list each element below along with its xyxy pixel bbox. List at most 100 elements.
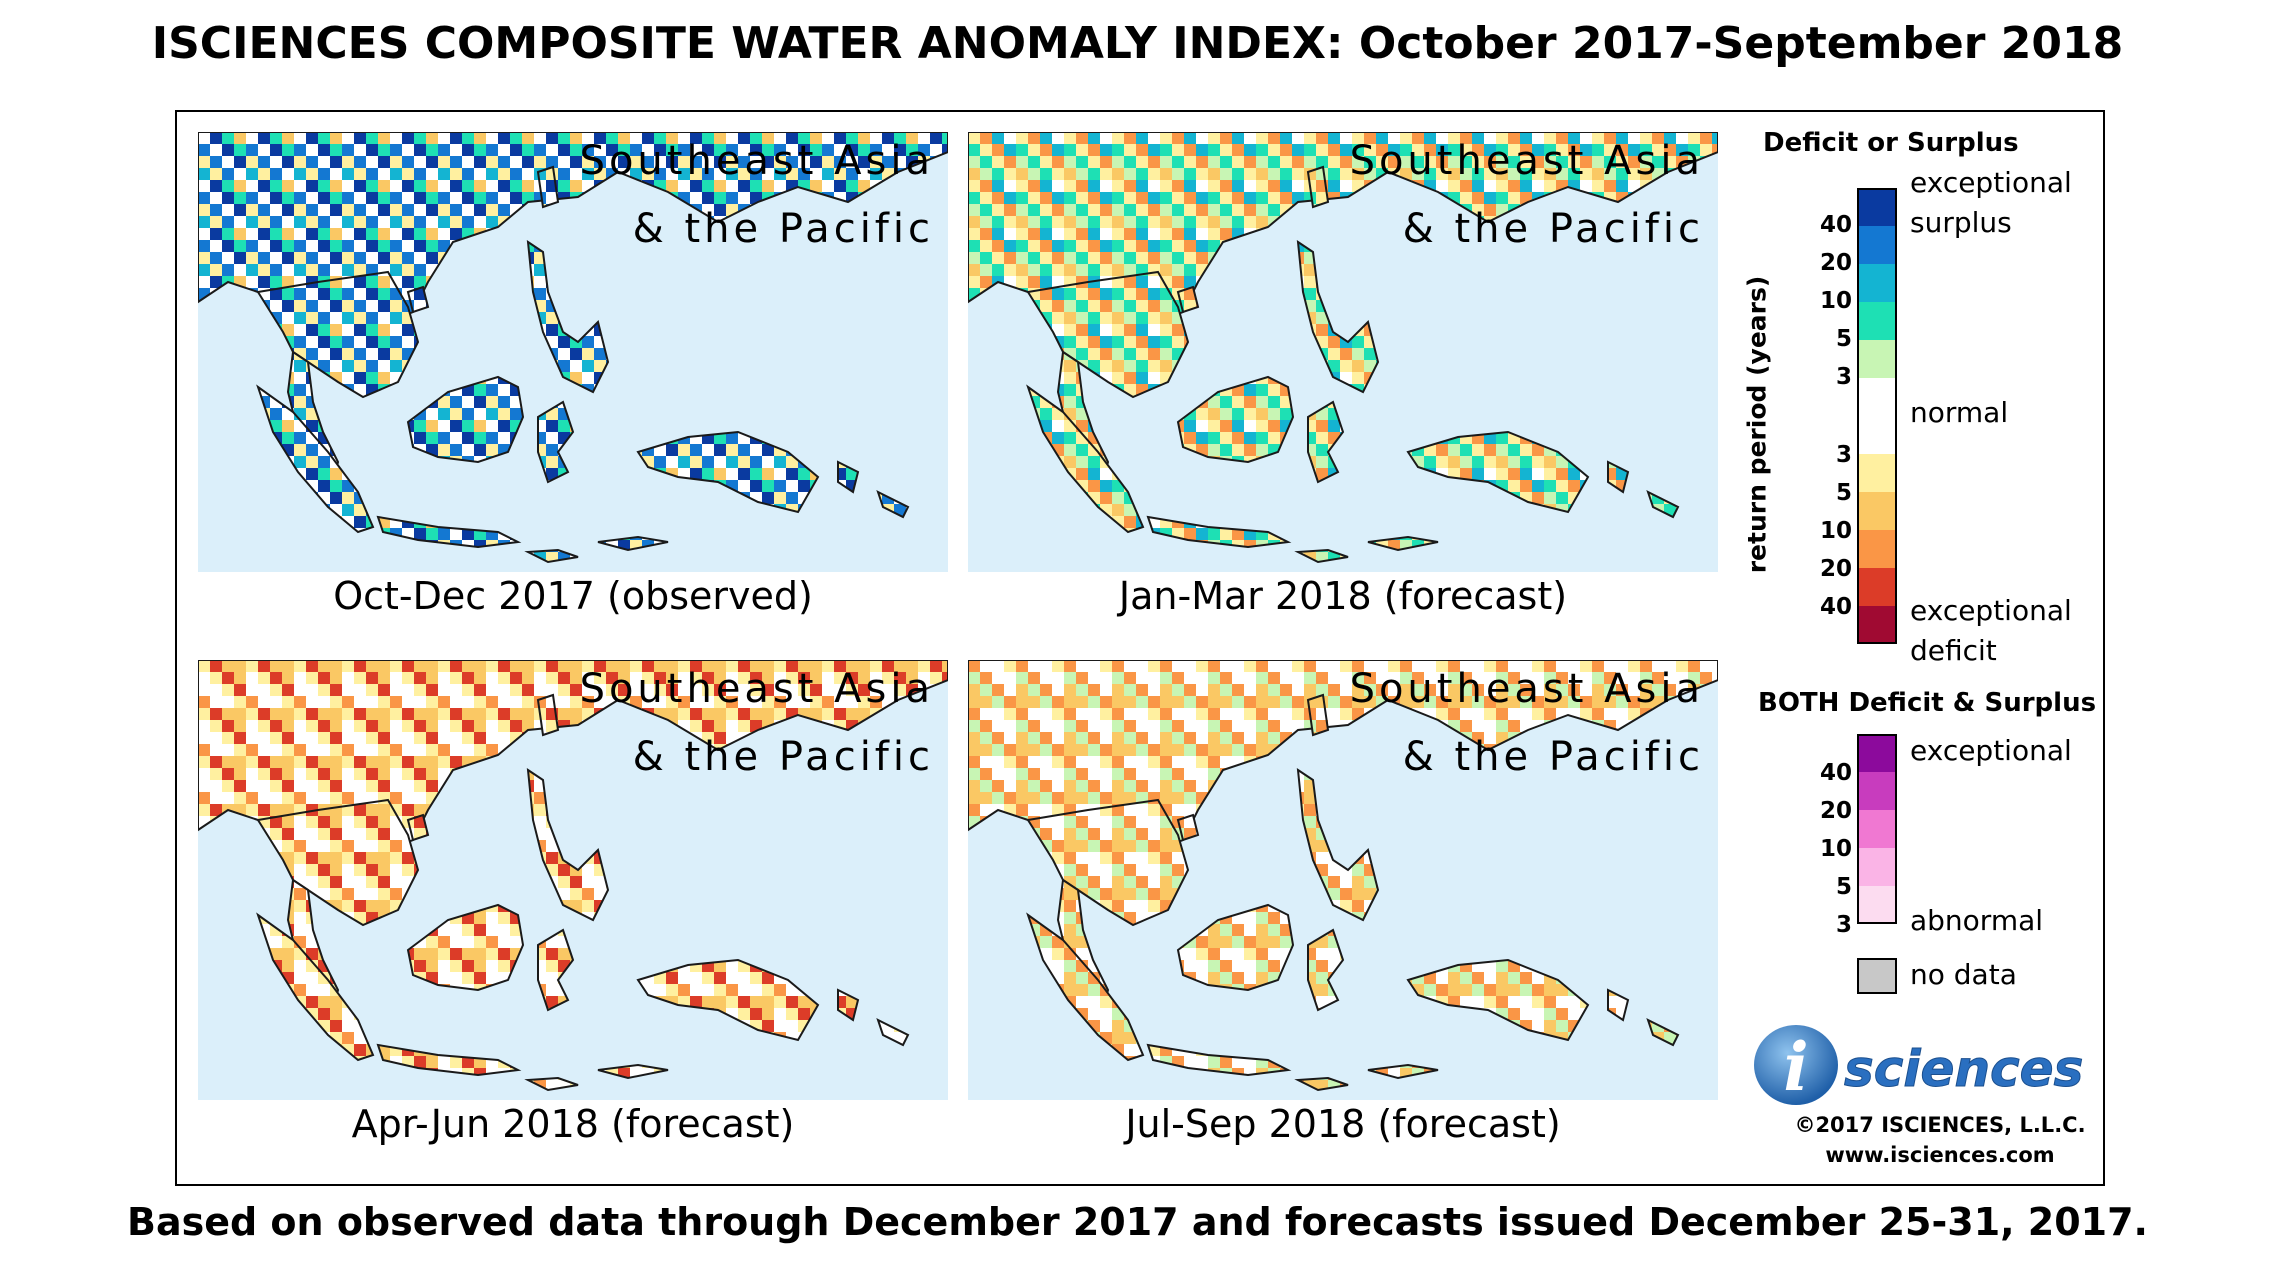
landmass-shape: [524, 1076, 579, 1092]
copyright-block: ©2017 ISCIENCES, L.L.C. www.isciences.co…: [1790, 1110, 2090, 1170]
landmass-shape: [1367, 535, 1439, 552]
landmass-shape: [1306, 165, 1330, 209]
landmass-shape: [1607, 988, 1630, 1022]
legend-tick: 10: [1819, 288, 1852, 314]
legend-tick: 5: [1835, 326, 1852, 352]
landmass-shape: [1294, 548, 1349, 564]
website-text: www.isciences.com: [1825, 1143, 2055, 1167]
footer-note: Based on observed data through December …: [127, 1200, 2148, 1244]
landmass-shape: [1367, 1063, 1439, 1080]
legend-swatch-no-data: [1857, 958, 1897, 994]
map-caption: Jul-Sep 2018 (forecast): [1125, 1102, 1561, 1146]
legend-swatch: [1857, 886, 1897, 924]
legend-swatch: [1857, 734, 1897, 772]
legend-tick: 20: [1819, 798, 1852, 824]
landmass-shape: [597, 535, 669, 552]
landmass-shape: [536, 693, 560, 737]
legend-swatch: [1857, 848, 1897, 886]
map-panel-apr-jun-2018: Southeast Asia & the Pacific: [198, 660, 948, 1100]
landmass-shape: [1026, 384, 1145, 534]
landmass-shape: [256, 270, 420, 399]
landmass-shape: [1146, 515, 1292, 549]
landmass-shape: [597, 1063, 669, 1080]
legend-tick: 3: [1835, 364, 1852, 390]
legend-swatch: [1857, 810, 1897, 848]
legend-swatch: [1857, 264, 1897, 302]
legend-swatch: [1857, 378, 1897, 416]
landmass-shape: [406, 903, 525, 992]
legend-tick: 40: [1819, 594, 1852, 620]
landmass-shape: [526, 239, 610, 394]
legend-tick: 3: [1835, 912, 1852, 938]
region-label-line1: Southeast Asia: [1349, 666, 1704, 712]
landmass-shape: [876, 490, 910, 519]
legend-swatch: [1857, 454, 1897, 492]
landmass-shape: [1176, 813, 1200, 842]
landmass-shape: [406, 285, 430, 314]
landmass-shape: [1176, 375, 1295, 464]
legend-label-exceptional: exceptional: [1910, 166, 2072, 199]
map-panel-oct-dec-2017: Southeast Asia & the Pacific: [198, 132, 948, 572]
map-landmass-layer: [968, 660, 1718, 1092]
landmass-shape: [1026, 798, 1190, 927]
legend-label-surplus: surplus: [1910, 206, 2012, 239]
legend-label-exceptional: exceptional: [1910, 594, 2072, 627]
legend-label-no-data: no data: [1910, 958, 2017, 991]
legend-tick: 40: [1819, 212, 1852, 238]
legend-label-deficit: deficit: [1910, 634, 1997, 667]
region-label-line1: Southeast Asia: [1349, 138, 1704, 184]
legend-label-exceptional: exceptional: [1910, 734, 2072, 767]
map-caption: Apr-Jun 2018 (forecast): [351, 1102, 795, 1146]
landmass-shape: [406, 375, 525, 464]
landmass-shape: [1026, 270, 1190, 399]
landmass-shape: [376, 515, 522, 549]
legend-tick: 40: [1819, 760, 1852, 786]
map-landmass-layer: [968, 132, 1718, 564]
page-title: ISCIENCES COMPOSITE WATER ANOMALY INDEX:…: [151, 18, 2124, 69]
map-landmass-layer: [198, 132, 948, 564]
landmass-shape: [256, 384, 375, 534]
legend-tick: 10: [1819, 518, 1852, 544]
legend-tick: 3: [1835, 442, 1852, 468]
landmass-shape: [256, 912, 375, 1062]
landmass-shape: [376, 1043, 522, 1077]
legend-swatch: [1857, 188, 1897, 226]
legend-title-both: BOTH Deficit & Surplus: [1758, 688, 2097, 718]
legend-title-deficit-surplus: Deficit or Surplus: [1763, 128, 2019, 158]
landmass-shape: [1176, 903, 1295, 992]
landmass-shape: [537, 400, 575, 484]
landmass-shape: [256, 798, 420, 927]
landmass-shape: [1146, 1043, 1292, 1077]
legend-tick: 5: [1835, 480, 1852, 506]
map-panel-jan-mar-2018: Southeast Asia & the Pacific: [968, 132, 1718, 572]
landmass-shape: [1646, 1018, 1680, 1047]
landmass-shape: [1026, 912, 1145, 1062]
region-label-line2: & the Pacific: [1402, 206, 1704, 252]
legend-swatch: [1857, 606, 1897, 644]
landmass-shape: [636, 430, 820, 514]
map-caption: Oct-Dec 2017 (observed): [333, 574, 813, 618]
region-label-line2: & the Pacific: [632, 734, 934, 780]
legend-swatch: [1857, 492, 1897, 530]
landmass-shape: [526, 767, 610, 922]
landmass-shape: [636, 958, 820, 1042]
landmass-shape: [837, 988, 860, 1022]
landmass-shape: [1306, 693, 1330, 737]
legend-label-normal: normal: [1910, 396, 2009, 429]
landmass-shape: [1406, 430, 1590, 514]
legend-tick: 20: [1819, 556, 1852, 582]
landmass-shape: [1607, 460, 1630, 494]
legend-swatch: [1857, 568, 1897, 606]
legend-label-abnormal: abnormal: [1910, 904, 2044, 937]
landmass-shape: [1307, 400, 1345, 484]
landmass-shape: [1296, 239, 1380, 394]
landmass-shape: [406, 813, 430, 842]
legend-swatch: [1857, 530, 1897, 568]
region-label-line1: Southeast Asia: [579, 138, 934, 184]
region-label-line2: & the Pacific: [632, 206, 934, 252]
legend-tick: 20: [1819, 250, 1852, 276]
legend-swatch: [1857, 772, 1897, 810]
isciences-logo: i sciences: [1748, 1020, 2088, 1110]
legend-swatch: [1857, 340, 1897, 378]
landmass-shape: [1307, 928, 1345, 1012]
